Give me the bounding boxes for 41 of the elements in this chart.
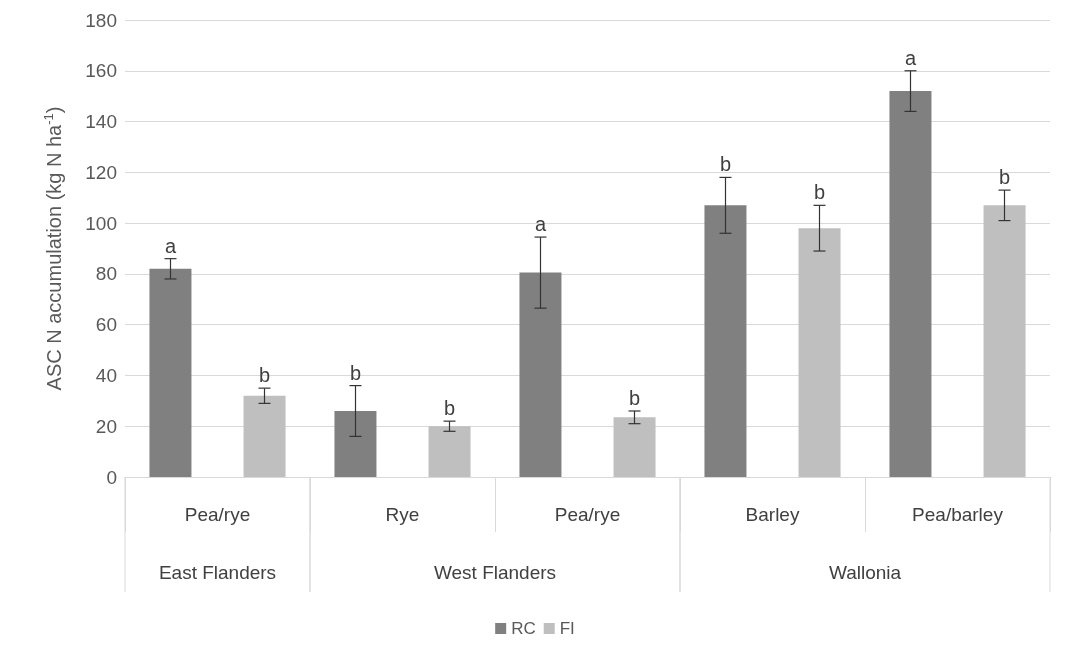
bar — [889, 91, 932, 477]
data-label: b — [443, 397, 456, 420]
data-label: b — [628, 386, 641, 409]
bar — [428, 426, 471, 477]
bar — [704, 205, 747, 477]
bar — [149, 268, 192, 477]
data-label: b — [813, 181, 826, 204]
data-label: b — [258, 364, 271, 387]
y-axis-title: ASC N accumulation (kg N ha-1) — [41, 106, 65, 391]
y-tick-label: 80 — [95, 263, 117, 285]
x-tick-label: Pea/rye — [554, 504, 621, 525]
legend-label: RC — [511, 619, 536, 638]
y-tick-label: 100 — [85, 212, 117, 234]
data-label: b — [998, 166, 1011, 189]
bar — [613, 417, 656, 477]
text: East Flanders — [158, 561, 277, 583]
x-tick-label: Barley — [745, 504, 800, 525]
x-tick-label: Pea/barley — [912, 504, 1004, 525]
y-tick-label: 160 — [85, 60, 117, 82]
x-tick-label: Rye — [385, 504, 420, 525]
y-tick-label: 40 — [95, 364, 117, 386]
y-tick-label: 140 — [85, 111, 117, 133]
bar — [334, 410, 377, 477]
data-label: b — [349, 361, 362, 384]
data-label: a — [164, 234, 177, 257]
bar — [519, 272, 562, 477]
legend-label: FI — [559, 619, 575, 638]
bar — [243, 395, 286, 477]
text: West Flanders — [433, 561, 557, 583]
data-label: a — [904, 46, 917, 69]
x-tick-label: Pea/rye — [184, 504, 251, 525]
bar — [798, 228, 841, 477]
y-tick-label: 120 — [85, 161, 117, 183]
y-tick-label: 20 — [95, 415, 117, 437]
y-tick-label: 60 — [95, 314, 117, 336]
y-tick-label: 0 — [106, 466, 117, 488]
data-label: a — [534, 213, 547, 236]
y-tick-label: 180 — [85, 9, 117, 31]
data-label: b — [719, 153, 732, 176]
text: Wallonia — [828, 561, 902, 583]
bar — [983, 205, 1026, 477]
